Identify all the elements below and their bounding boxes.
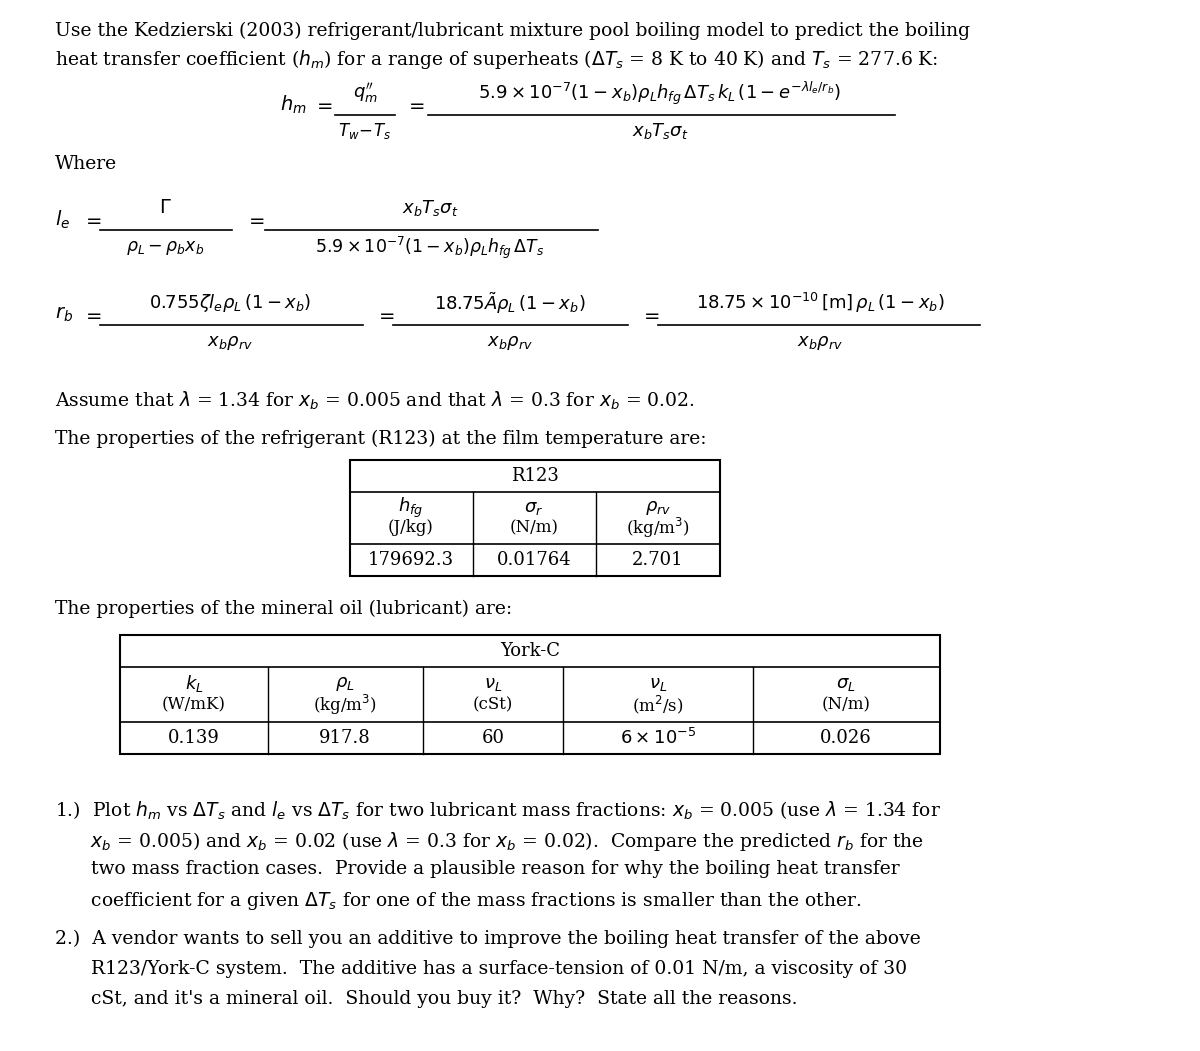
Text: Assume that $\lambda$ = 1.34 for $x_b$ = 0.005 and that $\lambda$ = 0.3 for $x_b: Assume that $\lambda$ = 1.34 for $x_b$ =…: [55, 390, 695, 412]
Text: heat transfer coefficient ($h_m$) for a range of superheats ($\Delta T_s$ = 8 K : heat transfer coefficient ($h_m$) for a …: [55, 48, 938, 71]
Text: $\nu_L$: $\nu_L$: [649, 675, 667, 693]
Text: $=$: $=$: [406, 96, 425, 114]
Text: 0.01764: 0.01764: [497, 551, 571, 569]
Text: $18.75\tilde{A}\rho_L\,(1-x_b)$: $18.75\tilde{A}\rho_L\,(1-x_b)$: [434, 290, 586, 315]
Text: $5.9\times10^{-7}(1-x_b)\rho_L h_{fg}\,\Delta T_s$: $5.9\times10^{-7}(1-x_b)\rho_L h_{fg}\,\…: [316, 234, 545, 261]
Text: 0.026: 0.026: [820, 729, 872, 747]
Text: (m$^2$/s): (m$^2$/s): [632, 694, 684, 716]
Text: R123/York-C system.  The additive has a surface-tension of 0.01 N/m, a viscosity: R123/York-C system. The additive has a s…: [55, 960, 907, 978]
Text: $x_b \rho_{rv}$: $x_b \rho_{rv}$: [487, 334, 533, 352]
Text: coefficient for a given $\Delta T_s$ for one of the mass fractions is smaller th: coefficient for a given $\Delta T_s$ for…: [55, 890, 862, 912]
Text: $\rho_{rv}$: $\rho_{rv}$: [644, 499, 671, 517]
Text: (kg/m$^3$): (kg/m$^3$): [626, 516, 690, 540]
Text: 1.)  Plot $h_m$ vs $\Delta T_s$ and $l_e$ vs $\Delta T_s$ for two lubricant mass: 1.) Plot $h_m$ vs $\Delta T_s$ and $l_e$…: [55, 800, 941, 822]
Text: $r_b$: $r_b$: [55, 306, 73, 324]
Bar: [120, 635, 940, 754]
Text: (N/m): (N/m): [510, 519, 558, 536]
Text: cSt, and it's a mineral oil.  Should you buy it?  Why?  State all the reasons.: cSt, and it's a mineral oil. Should you …: [55, 990, 798, 1008]
Text: Where: Where: [55, 154, 118, 173]
Text: $6\times10^{-5}$: $6\times10^{-5}$: [620, 728, 696, 748]
Text: 2.)  A vendor wants to sell you an additive to improve the boiling heat transfer: 2.) A vendor wants to sell you an additi…: [55, 930, 920, 948]
Text: 60: 60: [481, 729, 504, 747]
Text: $18.75\times10^{-10}\,[\mathrm{m}]\,\rho_L\,(1-x_b)$: $18.75\times10^{-10}\,[\mathrm{m}]\,\rho…: [696, 291, 944, 315]
Text: R123: R123: [511, 467, 559, 485]
Text: $\rho_L$: $\rho_L$: [335, 675, 355, 693]
Text: $x_b T_s \sigma_t$: $x_b T_s \sigma_t$: [631, 121, 689, 141]
Text: $0.755\zeta l_e \rho_L\,(1-x_b)$: $0.755\zeta l_e \rho_L\,(1-x_b)$: [149, 292, 311, 314]
Text: $\sigma_r$: $\sigma_r$: [524, 499, 544, 517]
Text: $x_b T_s \sigma_t$: $x_b T_s \sigma_t$: [402, 198, 458, 218]
Text: The properties of the refrigerant (R123) at the film temperature are:: The properties of the refrigerant (R123)…: [55, 430, 707, 448]
Text: $q^{\prime\prime}_m$: $q^{\prime\prime}_m$: [353, 81, 378, 105]
Text: York-C: York-C: [500, 642, 560, 660]
Bar: [350, 460, 720, 576]
Text: $x_b \rho_{rv}$: $x_b \rho_{rv}$: [797, 334, 842, 352]
Text: (W/mK): (W/mK): [162, 697, 226, 714]
Text: $h_m$: $h_m$: [280, 94, 307, 117]
Text: $h_{fg}$: $h_{fg}$: [398, 496, 424, 520]
Text: (N/m): (N/m): [822, 697, 870, 714]
Text: 0.139: 0.139: [168, 729, 220, 747]
Text: $x_b$ = 0.005) and $x_b$ = 0.02 (use $\lambda$ = 0.3 for $x_b$ = 0.02).  Compare: $x_b$ = 0.005) and $x_b$ = 0.02 (use $\l…: [55, 830, 924, 853]
Text: $=$: $=$: [245, 211, 265, 229]
Text: (cSt): (cSt): [473, 697, 514, 714]
Text: $\nu_L$: $\nu_L$: [484, 675, 502, 693]
Text: $x_b \rho_{rv}$: $x_b \rho_{rv}$: [208, 334, 253, 352]
Text: 917.8: 917.8: [319, 729, 371, 747]
Text: 179692.3: 179692.3: [368, 551, 454, 569]
Text: $=$: $=$: [640, 306, 660, 324]
Text: $k_L$: $k_L$: [185, 674, 203, 695]
Text: $5.9\times10^{-7}(1-x_b)\rho_L h_{fg}\,\Delta T_s\,k_L\,(1-e^{-\lambda l_e/r_b}): $5.9\times10^{-7}(1-x_b)\rho_L h_{fg}\,\…: [479, 79, 841, 107]
Text: $l_e$: $l_e$: [55, 209, 70, 231]
Text: (kg/m$^3$): (kg/m$^3$): [313, 693, 377, 717]
Text: (J/kg): (J/kg): [388, 519, 434, 536]
Text: Use the Kedzierski (2003) refrigerant/lubricant mixture pool boiling model to pr: Use the Kedzierski (2003) refrigerant/lu…: [55, 22, 970, 40]
Text: The properties of the mineral oil (lubricant) are:: The properties of the mineral oil (lubri…: [55, 600, 512, 618]
Text: $=$: $=$: [374, 306, 395, 324]
Text: $=$: $=$: [82, 306, 102, 324]
Text: $\rho_L - \rho_b x_b$: $\rho_L - \rho_b x_b$: [126, 239, 204, 257]
Text: $T_w\!-\!T_s$: $T_w\!-\!T_s$: [338, 121, 391, 141]
Text: $\sigma_L$: $\sigma_L$: [836, 675, 856, 693]
Text: $=$: $=$: [82, 211, 102, 229]
Text: $=$: $=$: [313, 96, 334, 114]
Text: $\Gamma$: $\Gamma$: [158, 199, 172, 217]
Text: two mass fraction cases.  Provide a plausible reason for why the boiling heat tr: two mass fraction cases. Provide a plaus…: [55, 860, 900, 878]
Text: 2.701: 2.701: [632, 551, 684, 569]
